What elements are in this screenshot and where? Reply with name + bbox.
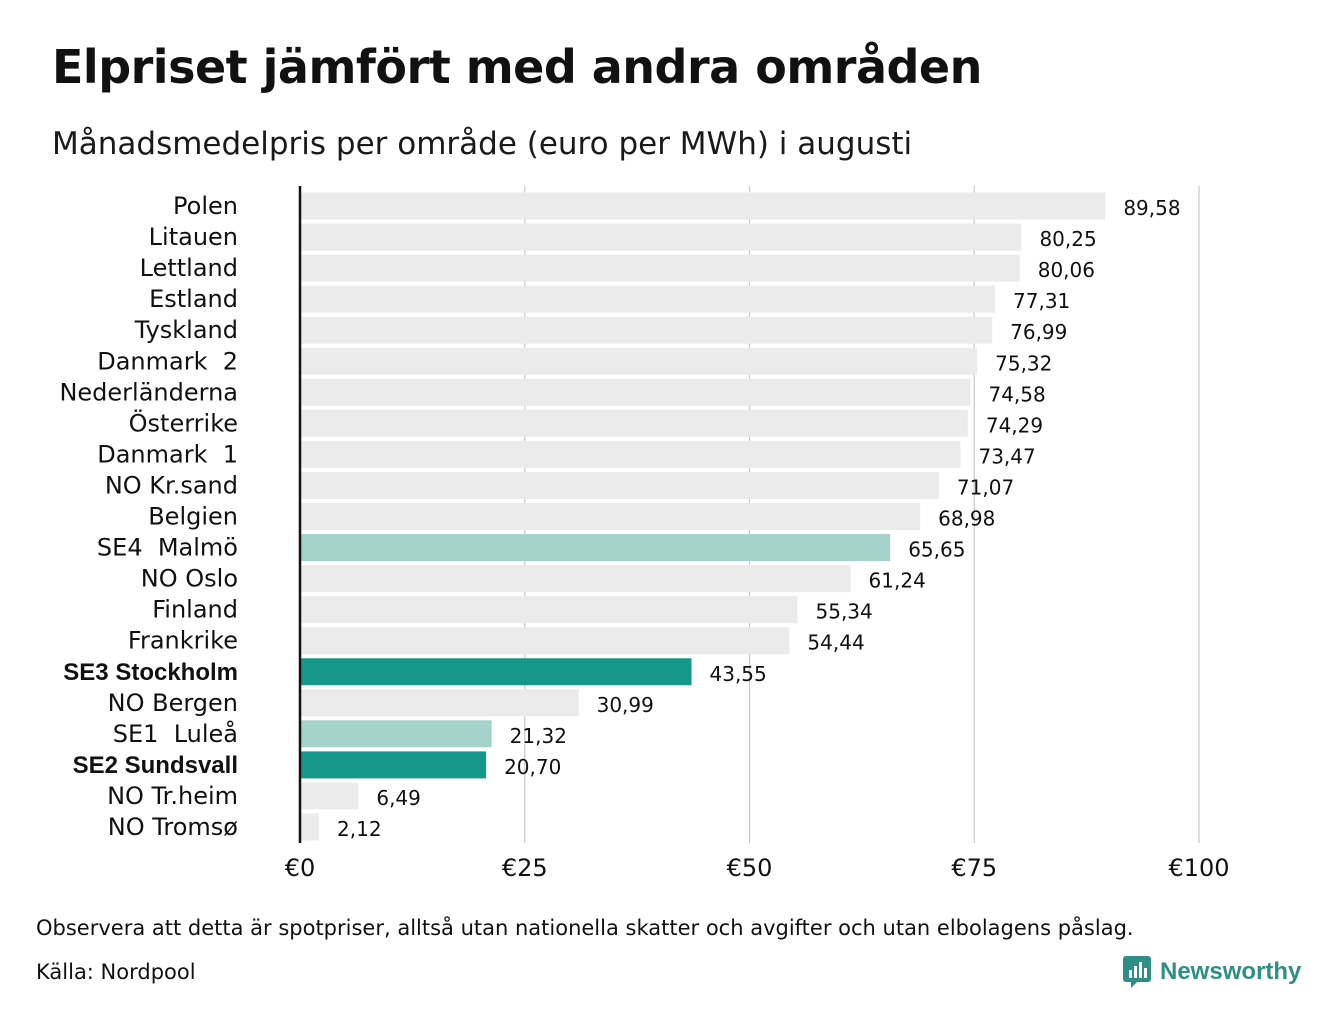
bar [300,192,1106,220]
x-axis-ticks: €0 €25 €50 €75 €100 [285,854,1230,882]
value-label: 76,99 [1010,320,1067,344]
value-label: 30,99 [597,693,654,717]
category-label: SE4 Malmö [97,534,238,562]
value-label: 65,65 [908,538,965,562]
value-label: 43,55 [710,662,767,686]
value-label: 80,25 [1039,227,1096,251]
category-label: Lettland [140,254,238,282]
chart-subtitle: Månadsmedelpris per område (euro per MWh… [52,126,913,162]
x-tick-label: €50 [727,854,773,882]
bar-chart: Polen Litauen Lettland Estland Tyskland Danma… [59,186,1230,882]
value-labels: 89,58 80,25 80,06 77,31 76,99 75,32 74,58 74,29… [337,196,1181,841]
value-label: 74,58 [988,382,1045,406]
value-label: 89,58 [1123,196,1180,220]
bar [300,782,359,810]
value-label: 55,34 [816,600,873,624]
category-label: NO Bergen [108,689,238,717]
newsworthy-wordmark: Newsworthy [1160,958,1302,985]
bar [300,658,692,686]
bars [300,192,1106,841]
category-label: Polen [173,192,238,220]
bar [300,316,993,344]
category-label: SE1 Luleå [113,719,238,748]
newsworthy-chart-icon [1123,956,1151,988]
category-label: Österrike [129,408,238,437]
value-label: 20,70 [504,755,561,779]
value-label: 80,06 [1038,258,1095,282]
value-label: 21,32 [510,724,567,748]
newsworthy-logo: Newsworthy [1122,955,1301,989]
bar [300,223,1022,251]
category-label: Belgien [148,503,238,531]
value-label: 54,44 [807,631,864,655]
bar [300,813,320,841]
bar [300,254,1020,282]
bar [300,627,790,655]
value-label: 73,47 [978,444,1035,468]
chart-title: Elpriset jämfört med andra områden [52,40,982,94]
bar [300,596,798,624]
category-label: SE3 Stockholm [63,659,238,686]
bar [300,409,968,437]
category-label: Litauen [149,223,238,251]
bar [300,689,579,717]
bar [300,285,996,313]
category-label: Danmark 2 [97,347,238,375]
value-label: 71,07 [957,475,1014,499]
footnote: Observera att detta är spotpriser, allts… [36,916,1134,940]
bar [300,347,978,375]
bar [300,751,487,779]
value-label: 6,49 [376,786,421,810]
category-label: SE2 Sundsvall [73,752,238,779]
bar [300,471,939,499]
x-tick-label: €25 [502,854,548,882]
category-labels: Polen Litauen Lettland Estland Tyskland Danma… [59,192,238,841]
category-label: Finland [152,596,238,624]
value-label: 77,31 [1013,289,1070,313]
category-label: NO Tr.heim [107,782,238,810]
value-label: 2,12 [337,817,382,841]
bar [300,378,971,406]
bar [300,565,851,593]
value-label: 68,98 [938,507,995,531]
bar [300,720,492,748]
source-label: Källa: Nordpool [36,960,196,984]
value-label: 61,24 [869,569,926,593]
x-tick-label: €75 [951,854,997,882]
bar [300,534,891,562]
category-label: Frankrike [128,627,238,655]
value-label: 74,29 [986,413,1043,437]
x-tick-label: €100 [1168,854,1229,882]
bar [300,440,961,468]
bar [300,503,921,530]
x-tick-label: €0 [285,854,316,882]
category-label: Nederländerna [59,378,238,406]
category-label: Tyskland [134,316,238,344]
value-label: 75,32 [995,351,1052,375]
category-label: Estland [149,285,238,313]
category-label: NO Tromsø [108,813,238,841]
category-label: NO Kr.sand [105,471,238,499]
category-label: NO Oslo [141,565,238,593]
category-label: Danmark 1 [97,440,238,468]
